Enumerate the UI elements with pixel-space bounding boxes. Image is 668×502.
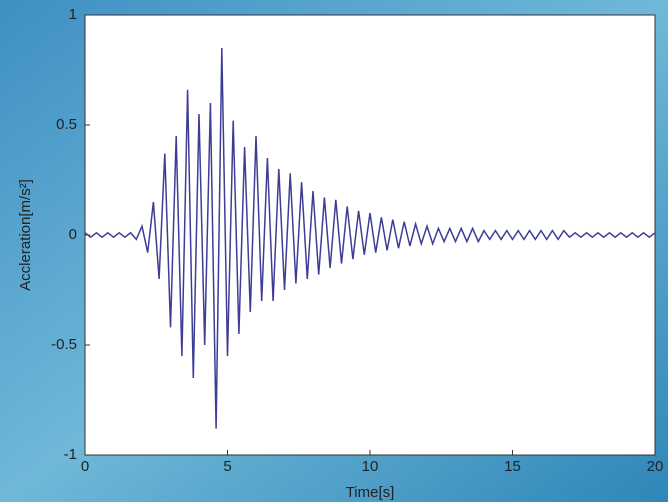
signal-line <box>84 47 656 429</box>
x-tick-label: 5 <box>223 458 231 475</box>
x-tick-label: 20 <box>647 458 664 475</box>
x-tick-label: 0 <box>81 458 89 475</box>
y-tick-label: 0.5 <box>56 116 77 133</box>
x-tick-label: 10 <box>362 458 379 475</box>
y-axis-label: Accleration[m/s²] <box>17 179 34 291</box>
y-tick-label: -0.5 <box>51 336 77 353</box>
y-tick-label: -1 <box>64 446 77 463</box>
x-tick-label: 15 <box>504 458 521 475</box>
x-axis-label: Time[s] <box>346 484 395 501</box>
y-tick-label: 1 <box>69 6 77 23</box>
y-tick-label: 0 <box>69 226 77 243</box>
plot-area <box>84 14 656 456</box>
